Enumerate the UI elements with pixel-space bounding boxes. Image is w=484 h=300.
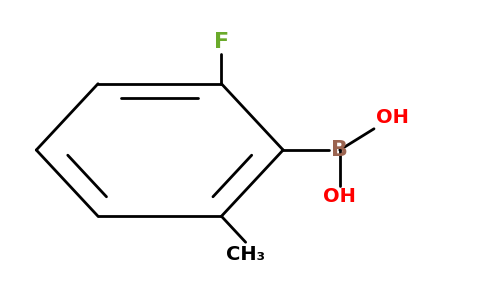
Text: OH: OH [323, 188, 356, 206]
Text: CH₃: CH₃ [226, 244, 265, 264]
Text: OH: OH [377, 108, 409, 127]
Text: B: B [331, 140, 348, 160]
Text: F: F [214, 32, 229, 52]
